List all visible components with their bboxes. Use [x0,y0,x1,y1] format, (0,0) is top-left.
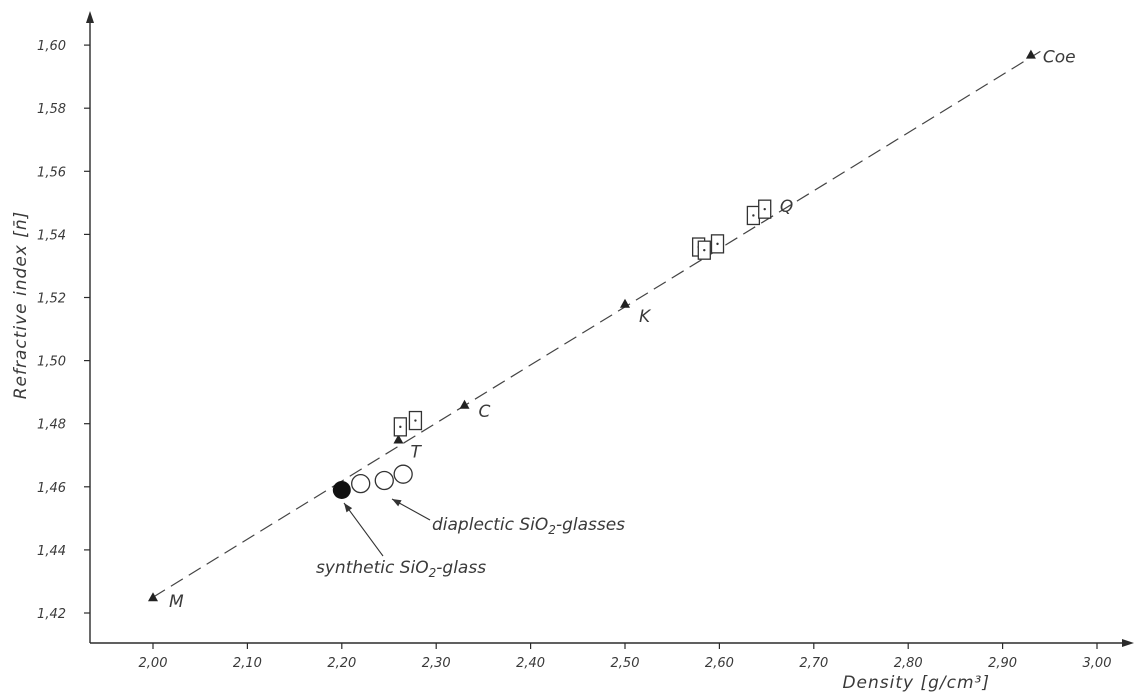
x-tick-label: 2,70 [799,656,828,671]
x-tick-label: 2,00 [139,656,168,671]
rectangle-center-dot [399,425,402,429]
annotation-label: synthetic SiO2-glass [316,558,486,580]
x-tick-label: 2,20 [327,656,356,671]
x-tick-label: 2,90 [988,656,1017,671]
triangle-marker [393,434,404,444]
y-tick-label: 1,42 [37,607,66,622]
x-tick-label: 2,50 [611,656,640,671]
trend-line [152,50,1041,598]
rectangle-center-dot [414,419,417,422]
open-circle-marker [374,470,394,491]
rectangle-center-dot [703,248,706,252]
filled-circle-marker [332,480,351,499]
point-label: T [410,442,422,462]
triangle-marker [1025,49,1036,59]
y-tick-label: 1,50 [37,355,66,370]
open-circle-marker [393,464,413,484]
y-ticks: 1,42 1,44 1,46 1,48 1,50 1,52 1,54 1,56 1,58 1,60 [37,39,90,622]
x-tick-label: 2,10 [233,656,262,671]
point-label: M [169,592,184,612]
y-tick-label: 1,56 [37,165,66,180]
annotations: diaplectic SiO2-glasses synthetic SiO2-gl… [316,498,625,580]
triangle-marker [620,298,630,308]
y-tick-label: 1,48 [37,418,66,433]
y-tick-label: 1,60 [37,39,66,54]
x-axis-label: Density [g/cm³] [842,673,990,693]
y-tick-label: 1,54 [37,228,66,243]
y-axis-label: Refractive index [n̄] [11,211,31,400]
rectangle-center-dot [716,242,719,246]
y-axis-arrow-icon [86,11,94,23]
point-label: C [479,402,491,422]
annotation-label: diaplectic SiO2-glasses [432,515,625,537]
open-circle-marker [351,473,371,494]
x-ticks: 2,00 2,10 2,20 2,30 2,40 2,50 2,60 2,70 2,80 2,90… [139,643,1112,671]
arrowhead-icon [392,499,402,507]
x-axis-arrow-icon [1122,639,1134,647]
data-points [148,49,1036,602]
x-tick-label: 2,40 [516,656,545,671]
axes [86,11,1134,647]
point-labels: M T C K Q Coe [169,48,1076,613]
x-tick-label: 2,60 [705,656,734,671]
triangle-marker [148,592,158,602]
y-tick-label: 1,58 [37,102,66,117]
y-tick-label: 1,46 [37,481,66,496]
annotation-arrow-line [343,502,384,557]
point-label: K [639,307,652,327]
dashed-trend-line [152,50,1041,598]
x-tick-label: 3,00 [1083,656,1112,671]
x-tick-label: 2,80 [894,656,923,671]
rectangle-center-dot [763,207,766,211]
point-label: Coe [1043,48,1076,68]
rectangle-center-dot [752,214,755,217]
y-tick-label: 1,44 [37,544,66,559]
x-tick-label: 2,30 [422,656,451,671]
arrowhead-icon [344,503,353,513]
y-tick-label: 1,52 [37,292,66,307]
point-label: Q [780,197,793,217]
triangle-marker [459,399,470,409]
